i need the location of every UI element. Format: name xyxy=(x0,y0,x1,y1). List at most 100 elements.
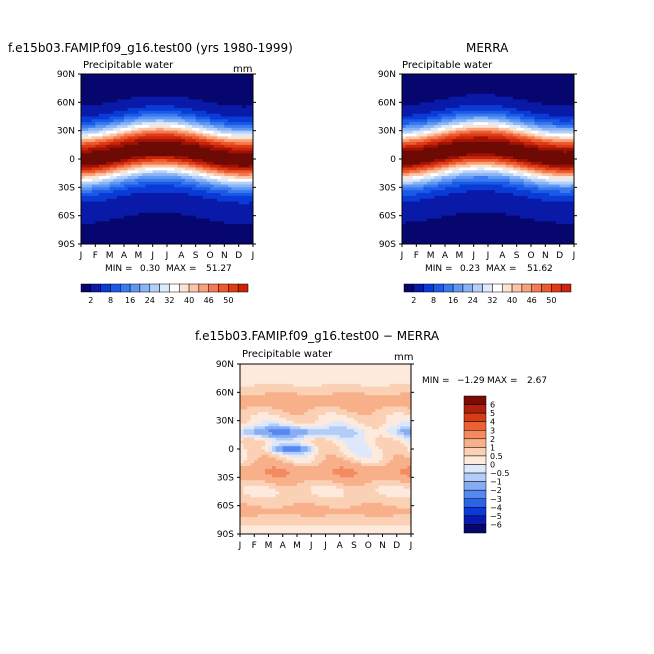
field-cell xyxy=(416,122,421,126)
field-cell xyxy=(88,187,93,191)
field-cell xyxy=(81,105,85,109)
field-cell xyxy=(423,139,428,143)
field-cell xyxy=(498,74,503,78)
field-cell xyxy=(448,170,453,174)
field-cell xyxy=(520,170,525,174)
field-cell xyxy=(202,190,207,194)
field-cell xyxy=(402,99,406,103)
field-cell xyxy=(199,187,204,191)
field-cell xyxy=(455,110,460,115)
field-cell xyxy=(430,207,435,211)
field-cell xyxy=(210,93,214,98)
field-cell xyxy=(227,88,232,92)
field-cell xyxy=(427,178,432,183)
field-cell xyxy=(127,147,132,151)
field-cell xyxy=(505,215,510,219)
field-cell xyxy=(174,195,179,200)
field-cell xyxy=(145,85,150,89)
field-cell xyxy=(480,108,485,112)
field-cell xyxy=(409,173,414,177)
field-cell xyxy=(95,96,100,100)
field-cell xyxy=(466,133,471,137)
field-cell xyxy=(91,218,96,222)
field-cell xyxy=(120,218,125,222)
field-cell xyxy=(235,96,240,100)
field-cell xyxy=(163,144,168,149)
field-cell xyxy=(88,178,93,183)
field-cell xyxy=(88,198,93,202)
field-cell xyxy=(235,159,240,163)
field-cell xyxy=(181,122,186,126)
field-cell xyxy=(434,142,439,146)
field-cell xyxy=(242,150,247,154)
field-cell xyxy=(445,204,449,208)
field-cell xyxy=(477,232,482,236)
field-cell xyxy=(138,79,143,83)
field-cell xyxy=(238,218,243,222)
field-cell xyxy=(138,93,143,98)
field-cell xyxy=(127,218,132,222)
field-cell xyxy=(412,116,417,120)
field-cell xyxy=(206,136,211,140)
field-cell xyxy=(409,193,414,197)
field-cell xyxy=(124,125,128,129)
field-cell xyxy=(473,201,478,205)
field-cell xyxy=(195,85,200,89)
field-cell xyxy=(81,91,85,95)
field-cell xyxy=(195,170,200,174)
field-cell xyxy=(491,88,496,92)
field-cell xyxy=(416,195,421,200)
field-cell xyxy=(91,224,96,228)
field-cell xyxy=(220,85,225,89)
field-cell xyxy=(427,136,432,140)
field-cell xyxy=(188,150,193,154)
field-cell xyxy=(177,119,182,123)
field-cell xyxy=(199,153,204,157)
field-cell xyxy=(127,227,132,231)
field-cell xyxy=(491,173,496,177)
field-cell xyxy=(95,113,100,117)
field-cell xyxy=(81,113,85,117)
field-cell xyxy=(459,116,464,120)
field-cell xyxy=(159,221,164,225)
field-cell xyxy=(124,201,128,205)
field-cell xyxy=(505,110,510,115)
field-cell xyxy=(238,150,243,154)
field-cell xyxy=(509,147,514,151)
field-cell xyxy=(409,153,414,157)
field-cell xyxy=(430,119,435,123)
field-cell xyxy=(231,93,236,98)
field-cell xyxy=(98,170,103,174)
field-cell xyxy=(245,221,250,225)
field-cell xyxy=(459,181,464,185)
field-cell xyxy=(81,147,85,151)
field-cell xyxy=(434,105,439,109)
field-cell xyxy=(149,119,154,123)
field-cell xyxy=(402,215,406,219)
field-cell xyxy=(81,102,85,106)
field-cell xyxy=(131,153,136,157)
field-cell xyxy=(116,178,121,183)
field-cell xyxy=(170,229,175,234)
field-cell xyxy=(116,153,121,157)
field-cell xyxy=(466,201,471,205)
field-cell xyxy=(520,212,525,217)
field-cell xyxy=(159,167,164,171)
field-cell xyxy=(459,156,464,160)
field-cell xyxy=(131,105,136,109)
field-cell xyxy=(473,187,478,191)
field-cell xyxy=(409,170,414,174)
field-cell xyxy=(484,153,489,157)
field-cell xyxy=(98,167,103,171)
field-cell xyxy=(134,238,139,242)
field-cell xyxy=(427,150,432,154)
field-cell xyxy=(470,159,475,163)
field-cell xyxy=(416,232,421,236)
field-cell xyxy=(437,82,442,86)
field-cell xyxy=(134,178,139,183)
field-cell xyxy=(409,142,414,146)
field-cell xyxy=(84,74,89,78)
field-cell xyxy=(402,224,406,228)
field-cell xyxy=(163,173,168,177)
field-cell xyxy=(206,82,211,86)
